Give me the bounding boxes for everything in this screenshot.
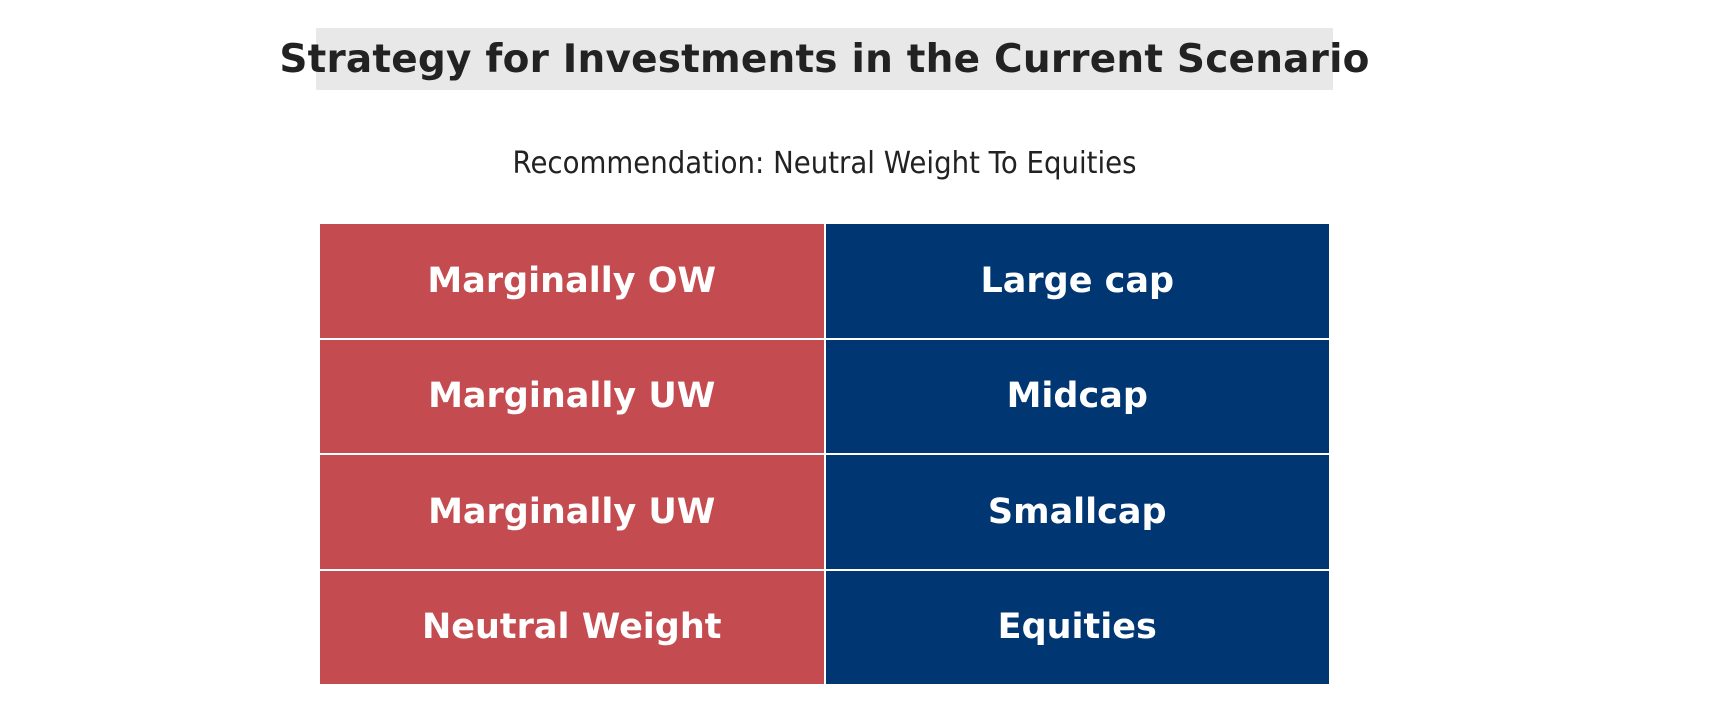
recommendation-subtitle: Recommendation: Neutral Weight To Equiti… (512, 146, 1137, 181)
stance-cell-equities: Neutral Weight (320, 570, 824, 684)
segment-cell-equities: Equities (825, 570, 1329, 684)
strategy-table: Marginally OW Large cap Marginally UW Mi… (320, 224, 1329, 684)
page-title: Strategy for Investments in the Current … (279, 36, 1370, 82)
title-banner: Strategy for Investments in the Current … (279, 28, 1369, 90)
stance-cell-midcap: Marginally UW (320, 339, 824, 453)
stance-cell-smallcap: Marginally UW (320, 455, 824, 569)
segment-cell-smallcap: Smallcap (825, 455, 1329, 569)
segment-cell-large-cap: Large cap (825, 224, 1329, 338)
stance-cell-large-cap: Marginally OW (320, 224, 824, 338)
segment-cell-midcap: Midcap (825, 339, 1329, 453)
